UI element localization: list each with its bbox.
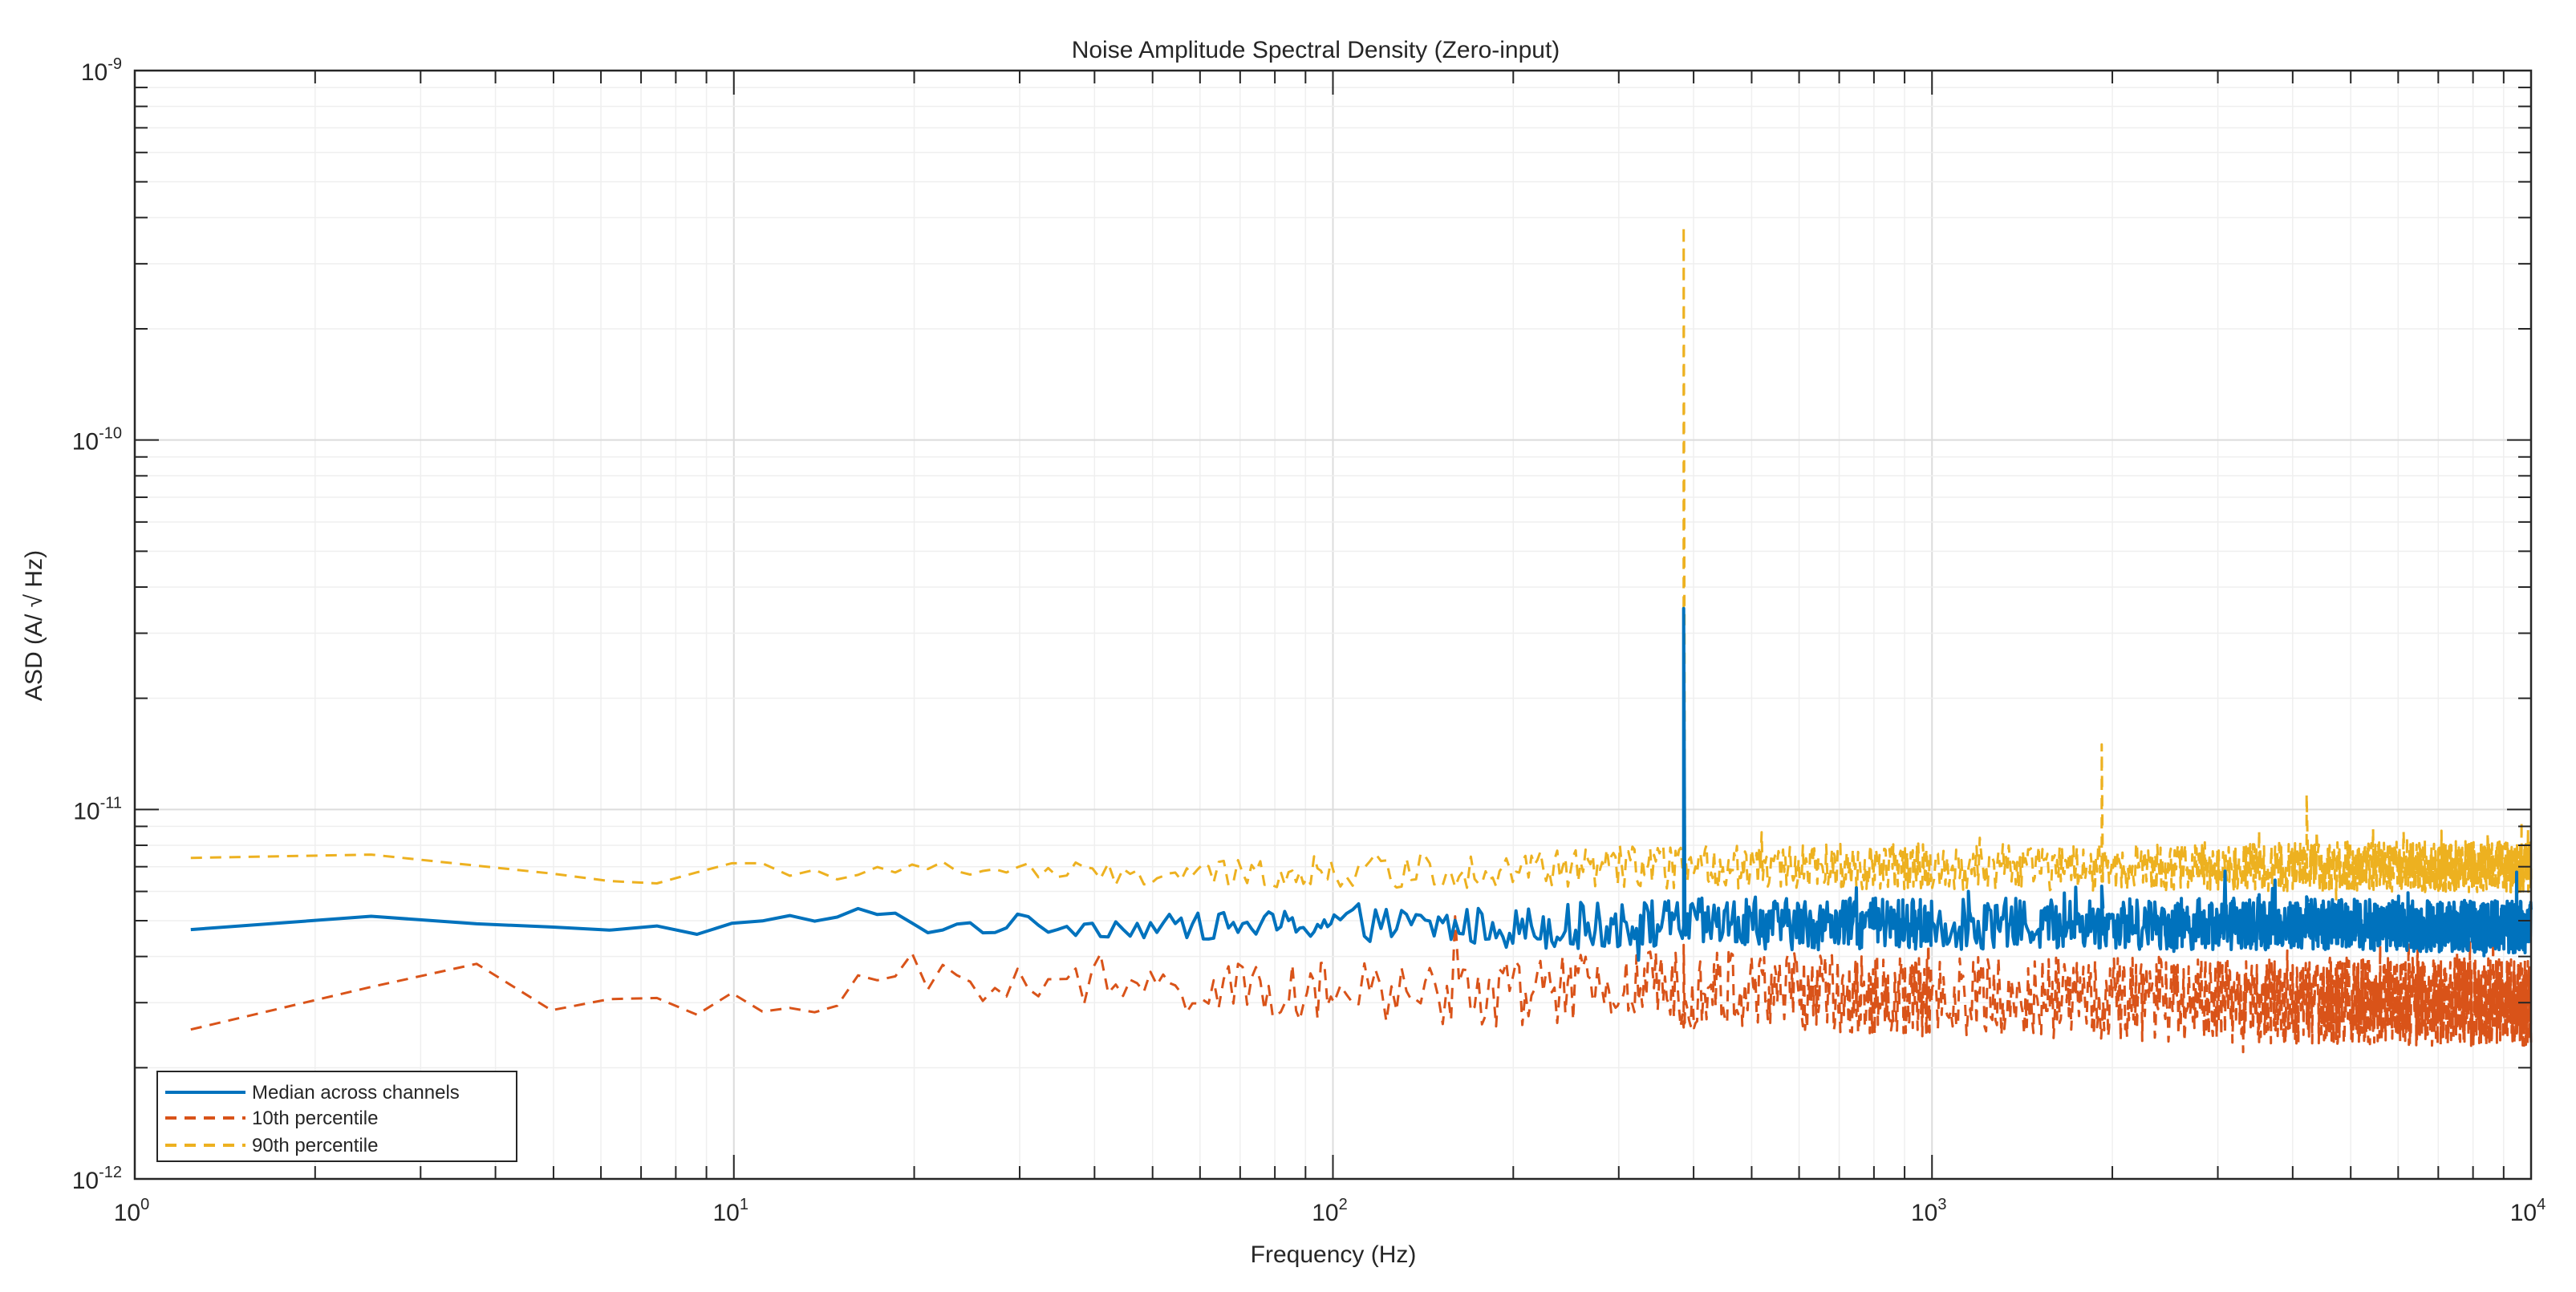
y-tick-label: 10-11 bbox=[73, 794, 122, 824]
y-tick-labels: 10-12 10-11 10-10 10-9 bbox=[72, 55, 122, 1194]
x-tick-labels: 100 101 102 103 104 bbox=[114, 1196, 2546, 1226]
legend-label-90th: 90th percentile bbox=[252, 1135, 378, 1156]
y-tick-label: 10-9 bbox=[81, 55, 122, 86]
grid bbox=[134, 71, 2531, 1180]
series-90th-percentile bbox=[190, 225, 2533, 901]
x-tick-label: 104 bbox=[2510, 1196, 2546, 1226]
series-median bbox=[190, 606, 2533, 962]
legend-box bbox=[156, 1071, 517, 1162]
x-tick-label: 103 bbox=[1911, 1196, 1947, 1226]
y-axis-label: ASD (A/ √ Hz) bbox=[21, 550, 47, 701]
legend: Median across channels 10th percentile 9… bbox=[156, 1071, 517, 1162]
y-tick-label: 10-10 bbox=[72, 425, 122, 456]
legend-label-10th: 10th percentile bbox=[252, 1108, 378, 1129]
axis-ticks bbox=[134, 71, 2531, 1180]
series-10th-percentile bbox=[190, 910, 2533, 1054]
legend-item-10th: 10th percentile bbox=[165, 1108, 378, 1129]
x-axis-label: Frequency (Hz) bbox=[1251, 1241, 1417, 1268]
legend-label-median: Median across channels bbox=[252, 1082, 460, 1104]
legend-item-median: Median across channels bbox=[165, 1082, 460, 1104]
x-tick-label: 102 bbox=[1312, 1196, 1348, 1226]
y-tick-label: 10-12 bbox=[72, 1164, 122, 1194]
chart-title: Noise Amplitude Spectral Density (Zero-i… bbox=[1072, 37, 1560, 63]
plot-series bbox=[190, 225, 2533, 1054]
x-tick-label: 101 bbox=[713, 1196, 749, 1226]
x-tick-label: 100 bbox=[114, 1196, 150, 1226]
legend-item-90th: 90th percentile bbox=[165, 1135, 378, 1156]
